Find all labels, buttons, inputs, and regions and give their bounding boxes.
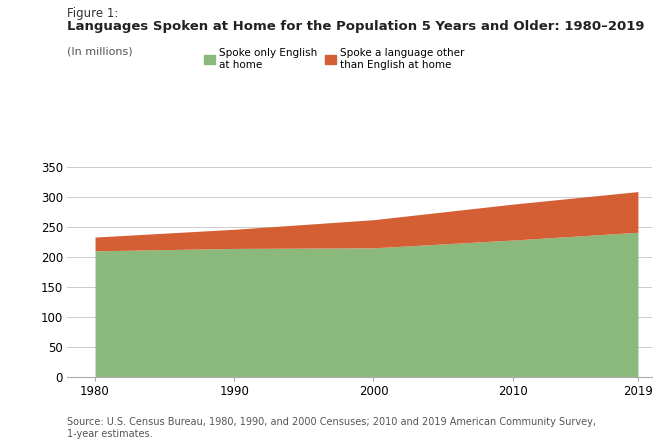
Text: (In millions): (In millions) — [67, 47, 133, 57]
Text: Figure 1:: Figure 1: — [67, 7, 118, 19]
Text: Source: U.S. Census Bureau, 1980, 1990, and 2000 Censuses; 2010 and 2019 America: Source: U.S. Census Bureau, 1980, 1990, … — [67, 417, 596, 439]
Legend: Spoke only English
at home, Spoke a language other
than English at home: Spoke only English at home, Spoke a lang… — [201, 45, 468, 73]
Text: Languages Spoken at Home for the Population 5 Years and Older: 1980–2019: Languages Spoken at Home for the Populat… — [67, 20, 644, 33]
